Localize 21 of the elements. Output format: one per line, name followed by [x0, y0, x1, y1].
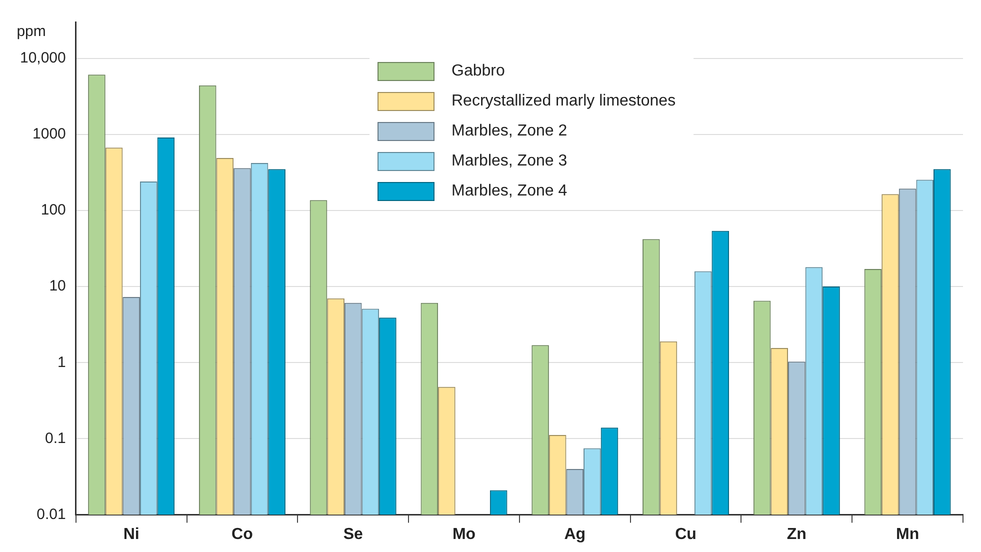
legend-label: Marbles, Zone 2 [452, 122, 568, 140]
y-tick-label: 10 [49, 278, 66, 295]
legend-label: Marbles, Zone 3 [452, 152, 568, 170]
y-tick-label: 1000 [32, 126, 66, 143]
y-tick-label: 1 [58, 354, 66, 371]
x-tick-label: Ni [123, 526, 140, 543]
y-axis-title: ppm [16, 23, 46, 40]
legend-label: Marbles, Zone 4 [452, 182, 568, 200]
legend-label: Gabbro [452, 62, 505, 80]
x-tick-label: Co [232, 526, 254, 543]
y-tick-label: 0.1 [45, 430, 66, 447]
y-tick-label: 0.01 [36, 506, 66, 523]
x-tick-label: Mo [452, 526, 476, 543]
x-tick-label: Mn [896, 526, 920, 543]
legend-label: Recrystallized marly limestones [452, 92, 676, 110]
x-tick-label: Ag [564, 526, 586, 543]
x-tick-label: Cu [675, 526, 696, 543]
y-tick-label: 100 [40, 202, 66, 219]
x-tick-label: Se [343, 526, 363, 543]
x-tick-label: Zn [786, 526, 806, 543]
y-tick-label: 10,000 [20, 49, 66, 66]
